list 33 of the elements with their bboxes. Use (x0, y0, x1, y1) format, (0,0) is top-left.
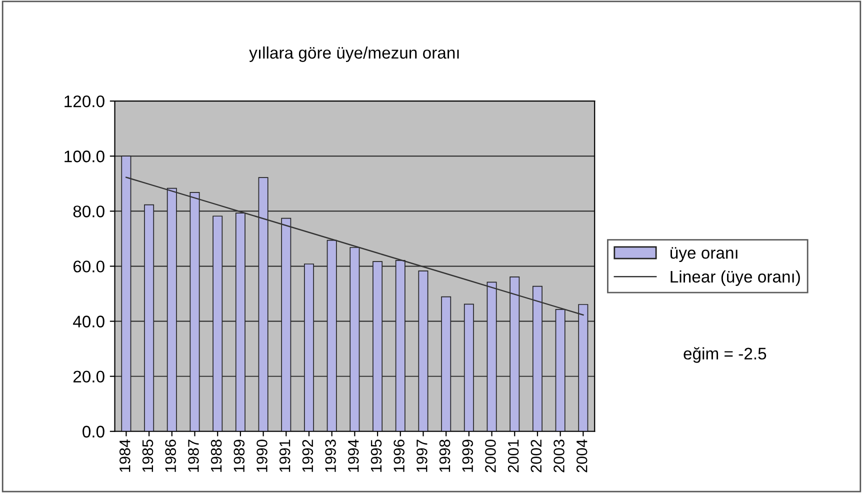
x-tick-label: 1997 (416, 440, 428, 472)
chart-title: yıllara göre üye/mezun oranı (249, 46, 459, 62)
legend-label: Linear (üye oranı) (670, 270, 800, 286)
x-tick-label: 1992 (302, 440, 314, 472)
y-tick-label: 120.0 (64, 95, 104, 108)
y-tick-label: 60.0 (73, 260, 104, 272)
x-tick-label: 2003 (554, 440, 564, 472)
x-tick-label: 1999 (462, 440, 474, 472)
x-tick-label: 1990 (256, 440, 268, 472)
y-tick-label: 0.0 (82, 426, 104, 438)
x-tick-label: 1994 (348, 439, 359, 472)
x-tick-label: 2001 (508, 440, 519, 472)
y-tick-label: 40.0 (73, 316, 104, 328)
x-tick-label: 1989 (234, 440, 245, 472)
x-tick-label: 1995 (370, 440, 382, 472)
x-tick-label: 1984 (119, 439, 130, 472)
line-series (126, 176, 584, 316)
x-tick-label: 1988 (210, 440, 222, 472)
x-tick-label: 1996 (394, 440, 404, 472)
x-tick-label: 2004 (576, 439, 588, 472)
x-tick-label: 1986 (165, 440, 176, 472)
x-tick-label: 1985 (142, 440, 154, 472)
y-tick-label: 80.0 (73, 206, 104, 218)
y-tick-label: 20.0 (73, 370, 104, 383)
x-tick-label: 1998 (439, 440, 450, 472)
x-tick-label: 2002 (530, 440, 542, 472)
x-tick-label: 2000 (485, 440, 496, 472)
x-tick-label: 1993 (325, 440, 336, 472)
text: eğim = -2.5 (684, 347, 766, 363)
x-tick-label: 1991 (279, 440, 290, 472)
legend-label: üye oranı (670, 247, 738, 262)
x-tick-label: 1987 (188, 440, 199, 472)
y-tick-label: 100.0 (64, 150, 104, 162)
